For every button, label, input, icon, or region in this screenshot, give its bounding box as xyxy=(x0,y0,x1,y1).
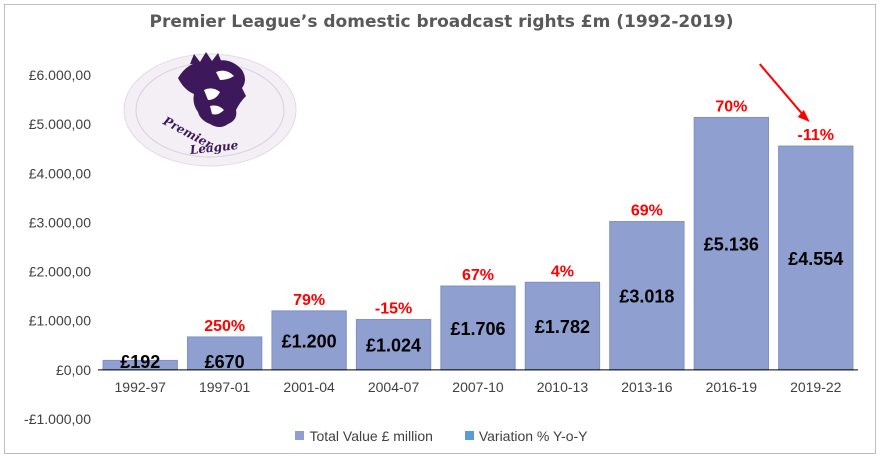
legend-swatch-total-value xyxy=(295,431,305,440)
legend-item-total-value: Total Value £ million xyxy=(295,427,433,444)
y-tick-label: -£1.000,00 xyxy=(24,411,91,427)
y-tick-label: £1.000,00 xyxy=(29,313,91,329)
y-tick-label: £4.000,00 xyxy=(29,165,91,181)
bar-total-value xyxy=(693,116,769,371)
x-tick-label: 2007-10 xyxy=(452,379,504,395)
bar-value-label: £1.782 xyxy=(535,317,590,337)
chart-title: Premier League’s domestic broadcast righ… xyxy=(149,12,734,32)
bar-value-label: £4.554 xyxy=(788,249,843,269)
variation-label: -11% xyxy=(798,127,834,144)
variation-label: 250% xyxy=(204,318,245,335)
variation-label: 70% xyxy=(715,98,747,115)
x-tick-label: 2013-16 xyxy=(621,379,673,395)
bar-total-value xyxy=(355,319,432,371)
y-tick-label: £3.000,00 xyxy=(29,214,91,230)
y-tick-label: £0,00 xyxy=(56,362,91,378)
x-tick-label: 1997-01 xyxy=(199,379,251,395)
x-tick-label: 2019-22 xyxy=(790,379,842,395)
bar-total-value xyxy=(440,285,516,371)
premier-league-logo: Premier League xyxy=(120,50,300,174)
legend-label-variation: Variation % Y-o-Y xyxy=(478,427,588,444)
bar-value-label: £192 xyxy=(120,352,160,372)
bar-total-value xyxy=(271,310,347,371)
bar-total-value xyxy=(778,145,854,371)
y-tick-label: £2.000,00 xyxy=(29,264,91,280)
annotation-arrow-head xyxy=(797,110,810,123)
y-tick-label: £5.000,00 xyxy=(29,116,91,132)
bar-total-value xyxy=(609,221,685,371)
x-tick-label: 2016-19 xyxy=(706,379,758,395)
legend-item-variation: Variation % Y-o-Y xyxy=(464,427,588,444)
bar-value-label: £1.024 xyxy=(366,336,421,356)
bar-value-label: £670 xyxy=(205,352,245,372)
x-tick-label: 2010-13 xyxy=(537,379,589,395)
x-tick-label: 1992-97 xyxy=(115,379,167,395)
bar-value-label: £1.706 xyxy=(450,319,505,339)
legend-label-total-value: Total Value £ million xyxy=(309,427,433,444)
x-tick-label: 2001-04 xyxy=(283,379,335,395)
variation-label: 67% xyxy=(462,267,494,284)
bar-value-label: £3.018 xyxy=(619,287,674,307)
variation-label: 69% xyxy=(631,203,663,220)
svg-text:League: League xyxy=(188,138,239,157)
variation-label: 79% xyxy=(293,292,325,309)
variation-label: -15% xyxy=(375,301,412,318)
bar-value-label: £5.136 xyxy=(704,235,759,255)
legend-swatch-variation xyxy=(464,431,474,440)
chart-legend: Total Value £ million Variation % Y-o-Y xyxy=(0,427,883,444)
bar-total-value xyxy=(187,336,263,371)
x-tick-label: 2004-07 xyxy=(368,379,420,395)
variation-label: 4% xyxy=(551,263,574,280)
y-tick-label: £6.000,00 xyxy=(29,67,91,83)
bar-value-label: £1.200 xyxy=(282,331,337,351)
annotation-arrow-line xyxy=(759,63,807,119)
lion-crest-icon: Premier League xyxy=(123,52,297,167)
